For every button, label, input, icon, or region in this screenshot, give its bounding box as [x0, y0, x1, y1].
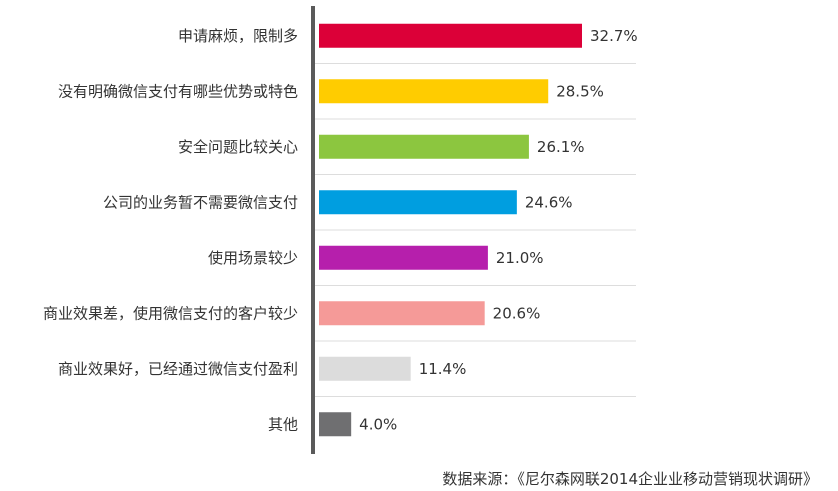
bar-2	[319, 79, 549, 104]
value-label-4: 24.6%	[525, 193, 573, 211]
source-note: 数据来源：《尼尔森网联2014企业业移动营销现状调研》	[442, 470, 818, 488]
value-label-7: 11.4%	[419, 360, 467, 378]
category-labels: 申请麻烦，限制多没有明确微信支付有哪些优势或特色安全问题比较关心公司的业务暂不需…	[43, 27, 298, 434]
bar-3	[319, 134, 529, 159]
category-label-7: 商业效果好，已经通过微信支付盈利	[58, 360, 298, 378]
bars	[319, 23, 582, 437]
bar-4	[319, 190, 517, 215]
category-label-8: 其他	[268, 415, 298, 433]
value-label-6: 20.6%	[493, 304, 541, 322]
bar-5	[319, 245, 488, 270]
category-label-4: 公司的业务暂不需要微信支付	[103, 193, 298, 211]
category-label-1: 申请麻烦，限制多	[178, 27, 298, 45]
value-labels: 32.7% 28.5% 26.1% 24.6% 21.0% 20.6% 11.4% 4.0%	[359, 27, 637, 434]
bar-1	[319, 23, 582, 48]
y-axis-line	[311, 6, 315, 454]
category-label-3: 安全问题比较关心	[178, 138, 298, 156]
value-label-3: 26.1%	[537, 138, 585, 156]
grid-lines	[315, 63, 636, 397]
value-label-2: 28.5%	[556, 82, 604, 100]
category-label-6: 商业效果差，使用微信支付的客户较少	[43, 304, 298, 322]
value-label-5: 21.0%	[496, 249, 544, 267]
category-label-5: 使用场景较少	[208, 249, 298, 267]
bar-7	[319, 356, 411, 381]
category-label-2: 没有明确微信支付有哪些优势或特色	[58, 82, 298, 100]
value-label-1: 32.7%	[590, 27, 638, 45]
bar-6	[319, 301, 485, 326]
value-label-8: 4.0%	[359, 415, 397, 433]
bar-8	[319, 412, 352, 437]
